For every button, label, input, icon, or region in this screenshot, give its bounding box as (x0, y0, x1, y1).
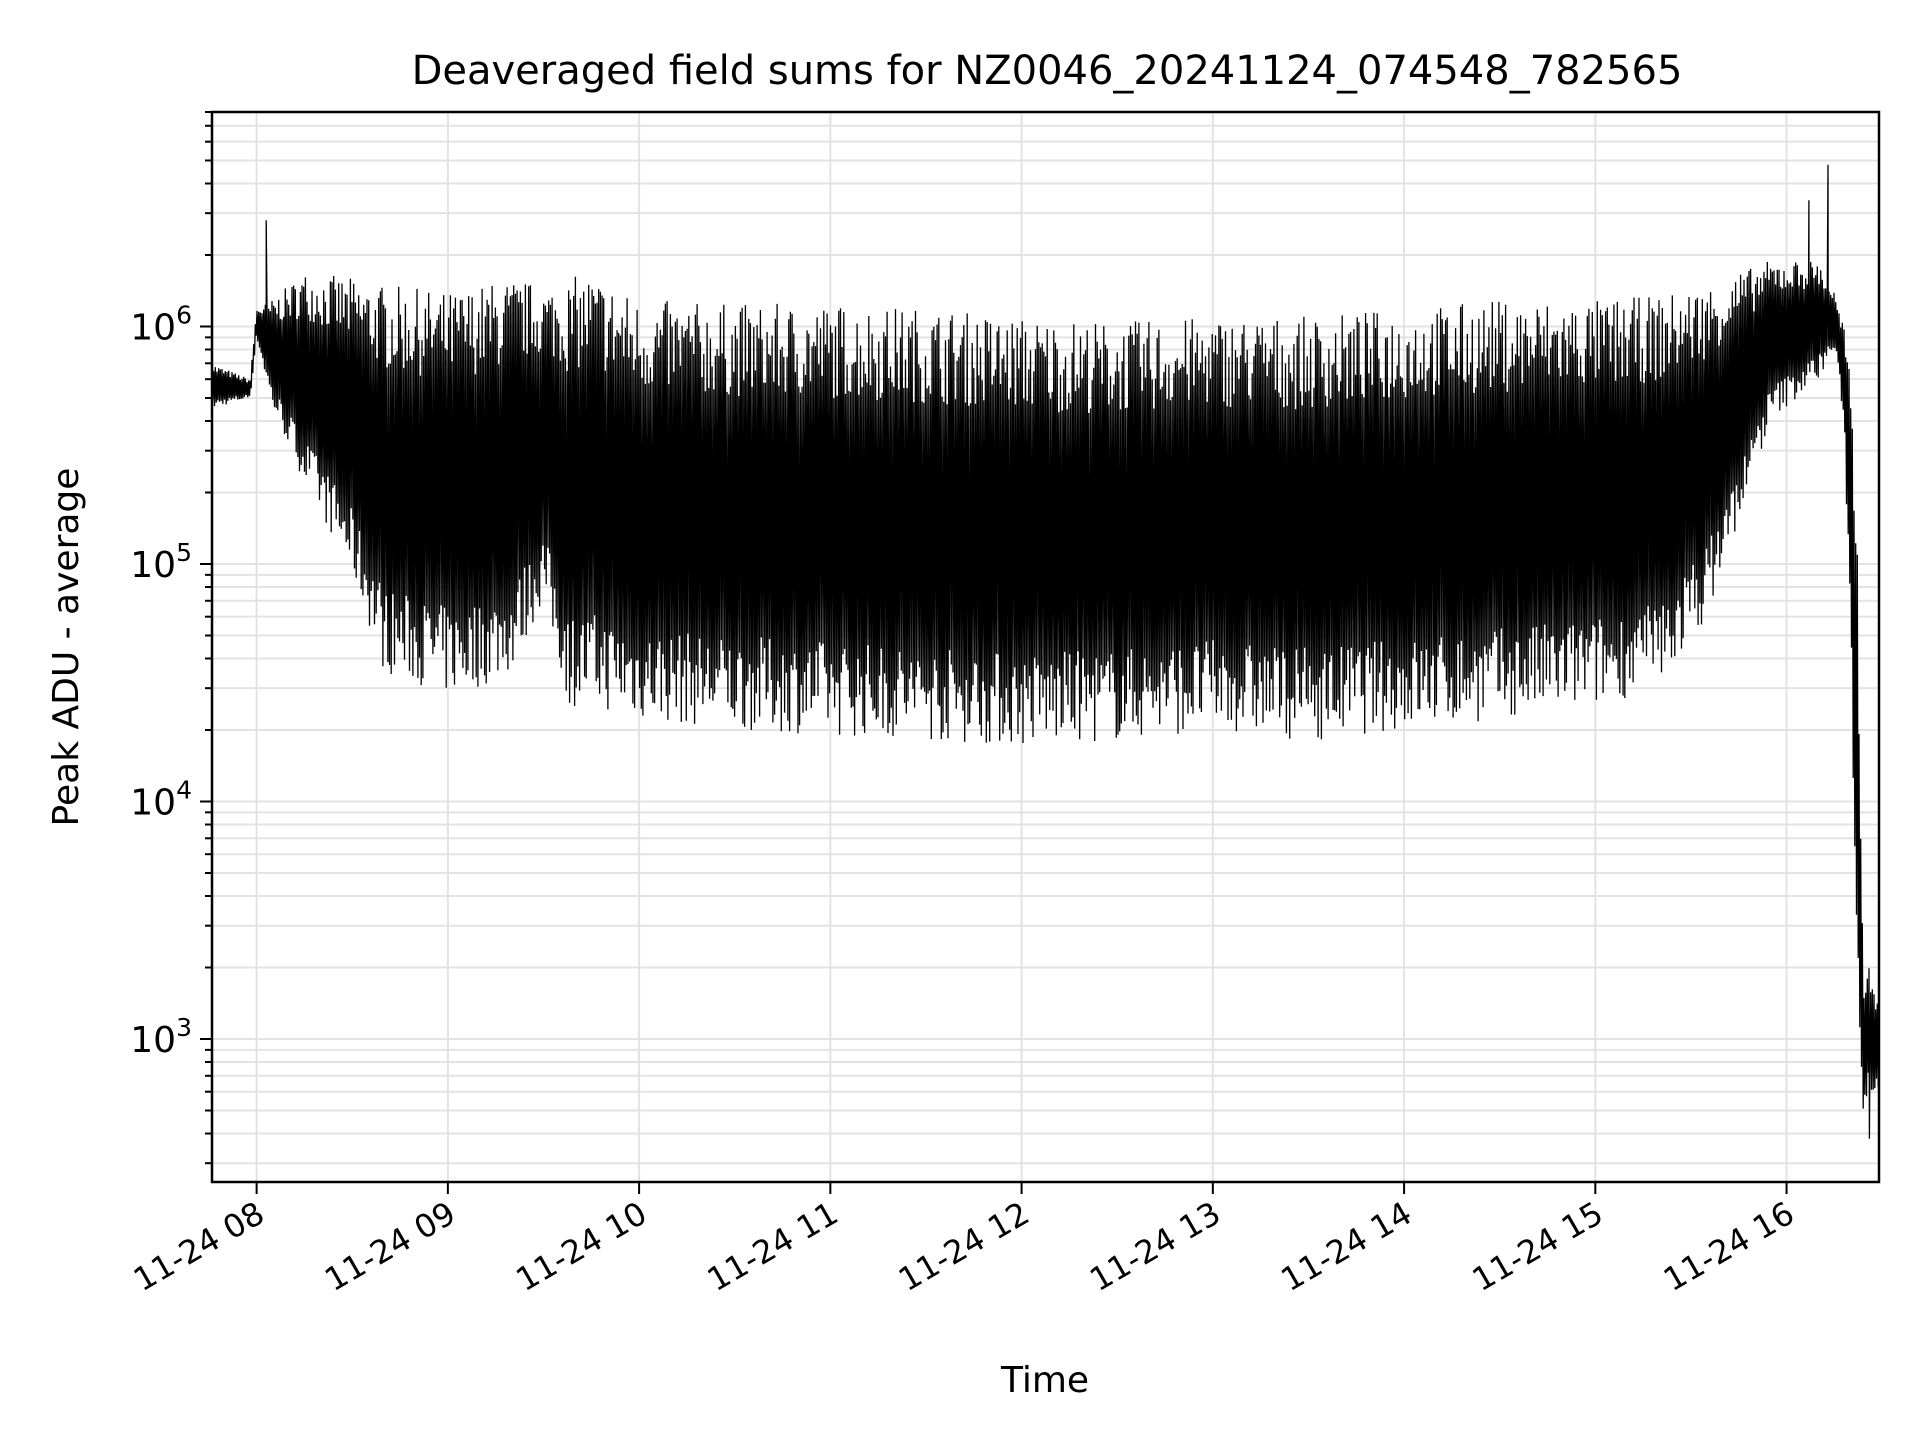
y-tick-label: 103 (130, 1013, 192, 1061)
y-tick-label: 106 (130, 300, 192, 348)
x-axis-label: Time (1000, 1360, 1089, 1401)
y-axis: 103 104 105 106 (130, 111, 212, 1165)
plot-frame (210, 110, 1881, 1184)
plot-area (211, 164, 1880, 1139)
y-tick-label: 105 (130, 538, 192, 586)
chart-title: Deaveraged field sums for NZ0046_2024112… (412, 48, 1683, 94)
series-line (211, 164, 1880, 1139)
y-axis-label: Peak ADU - average (46, 468, 87, 827)
y-tick-label: 104 (130, 776, 192, 824)
